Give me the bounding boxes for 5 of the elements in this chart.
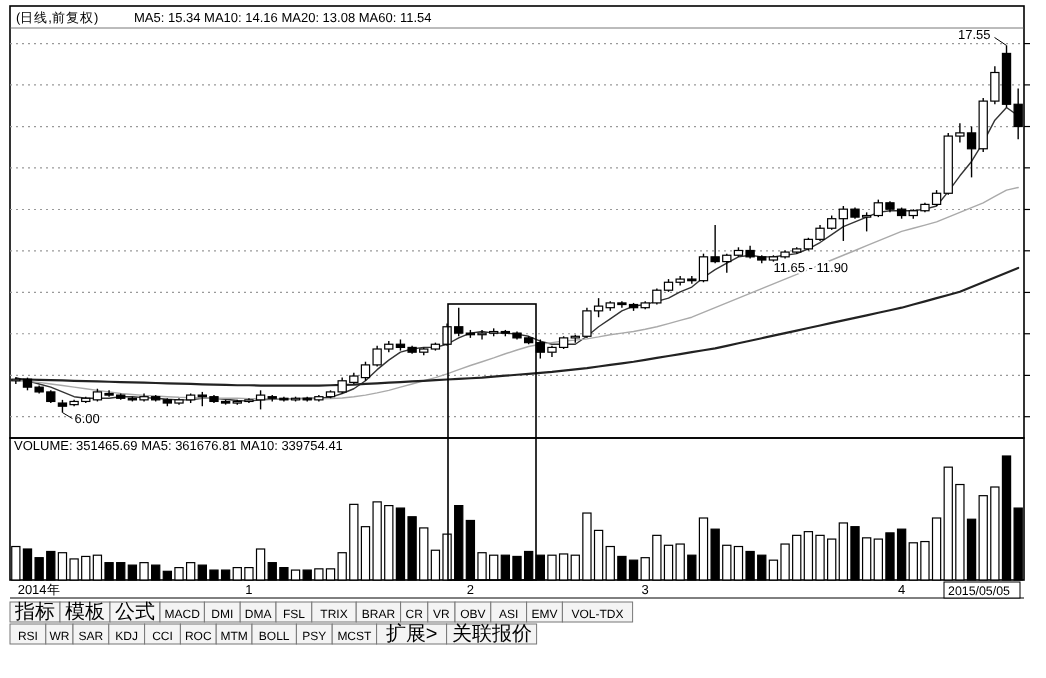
text: 公式 <box>115 600 155 624</box>
text: 关联报价 <box>451 622 532 646</box>
text: 模板 <box>65 600 105 624</box>
text: 指标 <box>13 600 55 624</box>
text: 扩展> <box>385 622 438 646</box>
